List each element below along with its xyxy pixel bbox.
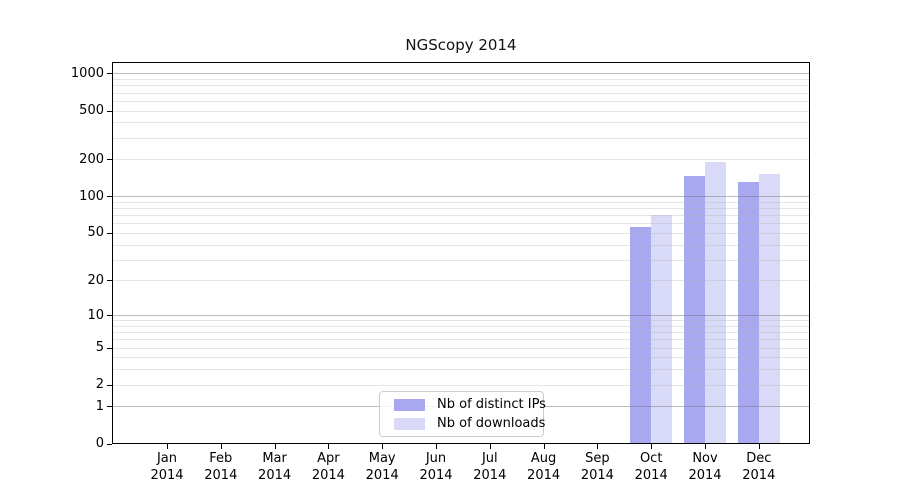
gridline-minor-3: [113, 369, 809, 371]
x-tick-mark-dec: [758, 444, 760, 449]
bar-downloads-dec: [758, 174, 780, 443]
x-tick-mark-jun: [436, 444, 437, 449]
x-tick-label-jul: Jul 2014: [473, 451, 507, 483]
gridline-minor-50: [113, 232, 809, 234]
x-tick-mark-sep: [597, 444, 599, 449]
gridline-minor-20: [113, 280, 809, 282]
y-tick-mark-20: [107, 280, 112, 282]
legend: Nb of distinct IPs Nb of downloads: [379, 391, 546, 437]
gridline-minor-900: [113, 79, 809, 81]
y-tick-label-5: 5: [95, 340, 104, 356]
y-tick-label-1: 1: [95, 398, 104, 414]
gridline-minor-200: [113, 159, 809, 161]
x-tick-mark-mar: [274, 444, 276, 449]
gridline-minor-8: [113, 325, 809, 327]
legend-label-distinct-ips: Nb of distinct IPs: [437, 397, 546, 412]
y-tick-label-100: 100: [79, 188, 104, 204]
x-tick-label-mar: Mar 2014: [258, 451, 292, 483]
legend-swatch-distinct-ips: [394, 398, 425, 411]
y-tick-mark-500: [107, 110, 112, 112]
gridline-major-10: [113, 315, 809, 317]
y-tick-mark-0: [107, 443, 112, 445]
x-tick-label-nov: Nov 2014: [688, 451, 722, 483]
gridline-minor-70: [113, 215, 809, 217]
chart-title: NGScopy 2014: [405, 36, 517, 54]
y-tick-mark-1: [107, 406, 112, 408]
gridline-major-1000: [113, 73, 809, 75]
gridline-minor-40: [113, 244, 809, 246]
gridline-minor-2: [113, 384, 809, 386]
x-tick-label-aug: Aug 2014: [527, 451, 561, 483]
bar-distinct-ips-nov: [684, 176, 705, 443]
x-tick-label-jan: Jan 2014: [150, 451, 184, 483]
bar-downloads-nov: [705, 161, 726, 443]
legend-label-downloads: Nb of downloads: [437, 416, 546, 431]
y-tick-mark-100: [107, 196, 112, 198]
x-tick-label-sep: Sep 2014: [580, 451, 614, 483]
x-tick-label-may: May 2014: [365, 451, 399, 483]
gridline-minor-800: [113, 85, 809, 87]
gridline-minor-80: [113, 208, 809, 210]
x-tick-label-oct: Oct 2014: [634, 451, 668, 483]
gridline-minor-90: [113, 201, 809, 203]
bar-distinct-ips-oct: [630, 227, 652, 443]
y-tick-mark-2: [107, 384, 112, 386]
gridline-minor-4: [113, 357, 809, 359]
gridline-minor-600: [113, 100, 809, 102]
y-tick-mark-5: [107, 347, 112, 349]
bar-downloads-oct: [651, 214, 673, 443]
x-tick-mark-may: [382, 444, 384, 449]
gridline-minor-9: [113, 320, 809, 322]
y-tick-label-2: 2: [95, 377, 104, 393]
gridline-minor-7: [113, 332, 809, 334]
y-tick-mark-10: [107, 315, 112, 317]
y-tick-label-500: 500: [79, 103, 104, 119]
x-tick-label-apr: Apr 2014: [311, 451, 345, 483]
gridline-minor-30: [113, 259, 809, 261]
legend-swatch-downloads: [394, 417, 425, 430]
y-tick-label-0: 0: [95, 436, 104, 451]
y-tick-mark-1000: [107, 73, 112, 75]
gridline-minor-6: [113, 339, 809, 341]
x-tick-label-dec: Dec 2014: [742, 451, 776, 483]
gridline-minor-5: [113, 347, 809, 349]
y-tick-label-20: 20: [87, 272, 104, 288]
gridline-minor-60: [113, 223, 809, 225]
x-tick-mark-nov: [705, 444, 706, 449]
gridline-minor-400: [113, 122, 809, 124]
x-tick-label-feb: Feb 2014: [204, 451, 238, 483]
gridline-major-100: [113, 196, 809, 198]
x-tick-mark-apr: [328, 444, 330, 449]
legend-entry-downloads: Nb of downloads: [394, 416, 545, 431]
y-tick-mark-200: [107, 159, 112, 161]
x-tick-label-jun: Jun 2014: [419, 451, 453, 483]
x-tick-mark-oct: [651, 444, 653, 449]
legend-entry-distinct-ips: Nb of distinct IPs: [394, 397, 546, 412]
bar-distinct-ips-dec: [737, 181, 759, 443]
y-tick-label-1000: 1000: [70, 65, 104, 81]
x-tick-mark-feb: [220, 444, 222, 449]
y-tick-mark-50: [107, 232, 112, 234]
y-tick-label-10: 10: [87, 307, 104, 323]
x-tick-mark-jul: [489, 444, 491, 449]
gridline-minor-700: [113, 92, 809, 94]
x-tick-mark-jan: [167, 444, 168, 449]
y-tick-label-200: 200: [79, 151, 104, 167]
x-tick-mark-aug: [543, 444, 545, 449]
y-tick-label-50: 50: [87, 225, 104, 241]
gridline-minor-300: [113, 137, 809, 139]
gridline-minor-500: [113, 110, 809, 112]
